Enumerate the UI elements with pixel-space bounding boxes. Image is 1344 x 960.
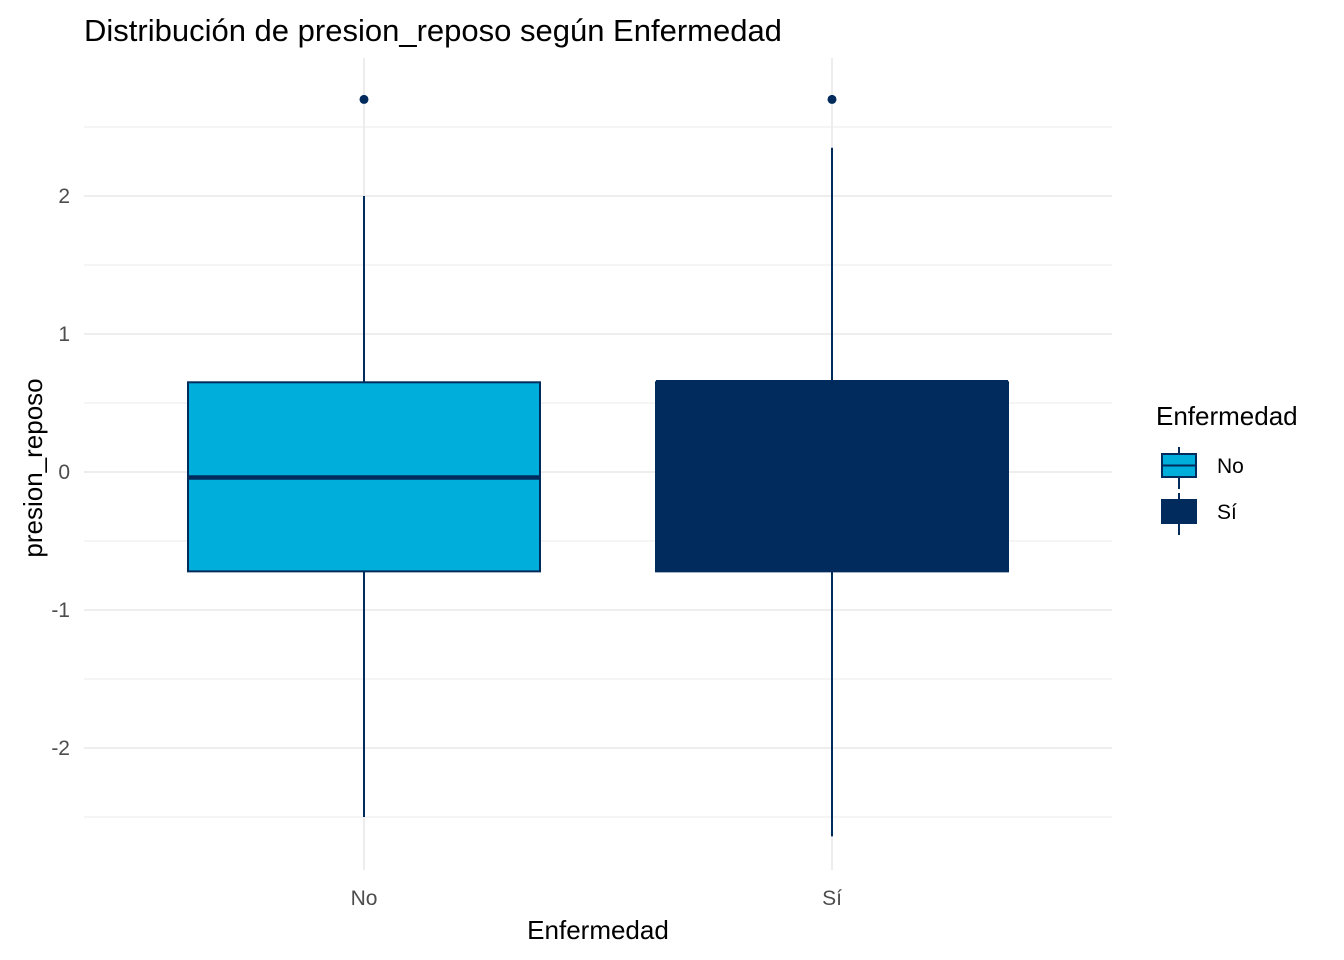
legend-label: Sí [1217,501,1237,524]
outlier-point [827,94,837,104]
y-tick-label: 0 [58,461,70,484]
y-tick-label: 2 [58,185,70,208]
legend-entry: Sí [1161,493,1237,535]
chart-title: Distribución de presion_reposo según Enf… [84,13,782,48]
x-tick-label: Sí [822,887,842,910]
y-tick-label: 1 [58,323,70,346]
legend-label: No [1217,455,1244,478]
y-axis-ticks: -2 -1 0 1 2 [51,185,70,760]
outlier-point [359,94,369,104]
legend-entry: No [1161,447,1244,489]
y-tick-label: -1 [51,599,70,622]
box-1 [187,94,541,817]
x-axis-title: Enfermedad [527,915,669,945]
y-axis-title: presion_reposo [18,378,48,557]
legend: Enfermedad No Sí [1156,401,1298,535]
y-tick-label: -2 [51,737,70,760]
x-tick-label: No [351,887,378,910]
box-2 [655,94,1009,837]
box-iqr [655,381,1009,573]
boxplot-boxes [187,94,1009,837]
x-axis-ticks: No Sí [351,887,843,910]
legend-title: Enfermedad [1156,401,1298,431]
